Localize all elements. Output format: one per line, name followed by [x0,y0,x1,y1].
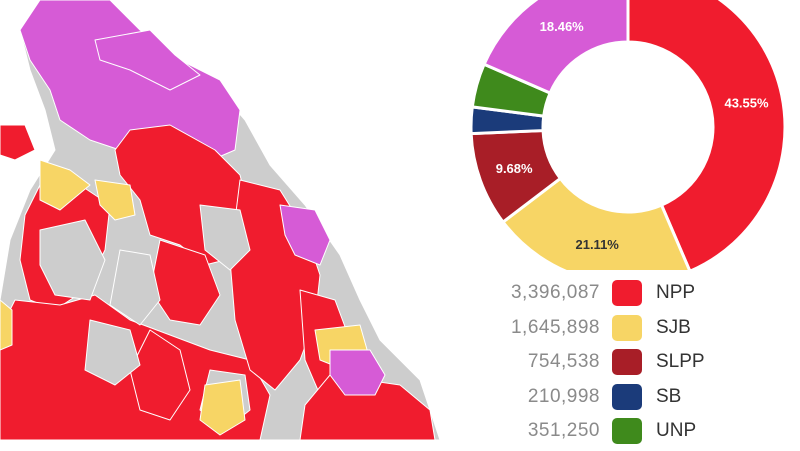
legend-swatch [612,383,642,410]
legend-swatch [612,418,642,444]
donut-slice-label: 9.68% [496,161,533,176]
donut-slice-npp [626,0,787,270]
legend-party-name: NPP [656,282,696,303]
legend-row-npp: 3,396,087 NPP [470,278,800,313]
region-sjb [199,379,246,436]
legend-row-unp: 351,250 UNP [470,416,800,451]
region-other [199,204,251,271]
legend-votes: 210,998 [527,385,600,407]
electoral-map [0,0,441,440]
legend-swatch [612,314,642,341]
legend-votes: 754,538 [527,351,600,372]
legend-votes: 3,396,087 [510,282,600,303]
legend-party-name: SLPP [656,351,705,372]
legend-swatch [612,280,642,306]
legend-votes: 351,250 [527,420,600,441]
donut-slice-label: 18.46% [540,19,585,34]
region-npp [299,374,436,440]
donut-slice-label: 21.11% [575,237,619,252]
region-sjb [94,179,136,221]
vote-share-donut-chart: 43.55% 21.11% 9.68% 18.46% [469,0,787,270]
donut-slice-label: 43.55% [724,96,769,111]
region-other [109,249,161,326]
region-other [84,319,141,386]
region-north-itak [94,29,201,91]
legend-row-slpp: 754,538 SLPP [470,347,800,382]
legend-party-name: SJB [656,316,691,338]
legend-row-sb: 210,998 SB [470,382,800,417]
region-east-itak [329,349,386,396]
legend-swatch [612,349,642,375]
legend-votes: 1,645,898 [510,316,600,338]
donut-slice-other [482,0,630,96]
region-other [39,219,106,301]
legend-party-name: UNP [656,420,697,441]
region-sjb [0,299,13,351]
region-npp [0,124,36,161]
region-east-itak [279,204,331,266]
region-sjb [39,159,91,211]
donut-slice-sjb [500,176,692,270]
legend-party-name: SB [656,385,682,407]
party-legend: 3,396,087 NPP 1,645,898 SJB 754,538 SLPP 210,9… [470,278,800,451]
legend-row-sjb: 1,645,898 SJB [470,313,800,348]
